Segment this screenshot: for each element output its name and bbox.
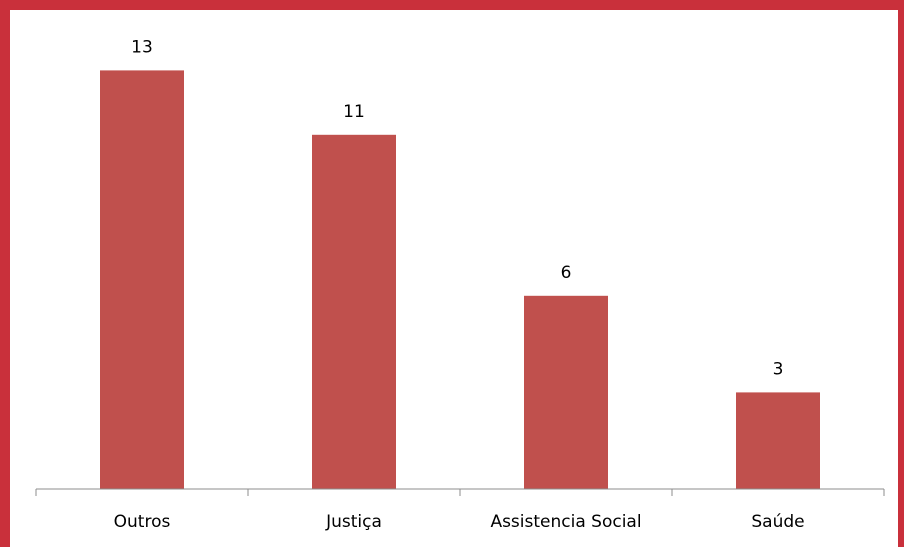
category-label-2: Justiça (325, 512, 382, 532)
data-label-4: 3 (773, 359, 784, 379)
data-label-2: 11 (343, 102, 365, 122)
category-label-3: Assistencia Social (490, 512, 641, 532)
labels-layer: 13 11 6 3 (131, 37, 783, 379)
tick-marks (35, 489, 885, 496)
bar-1 (100, 70, 184, 490)
category-label-4: Saúde (751, 512, 804, 532)
data-label-1: 13 (131, 37, 153, 57)
bar-2 (312, 134, 396, 490)
bars-layer (100, 70, 820, 490)
data-label-3: 6 (561, 263, 572, 283)
bar-4 (736, 392, 820, 489)
category-labels: Outros Justiça Assistencia Social Saúde (114, 512, 805, 532)
bar-3 (524, 295, 608, 489)
category-label-1: Outros (114, 512, 171, 532)
